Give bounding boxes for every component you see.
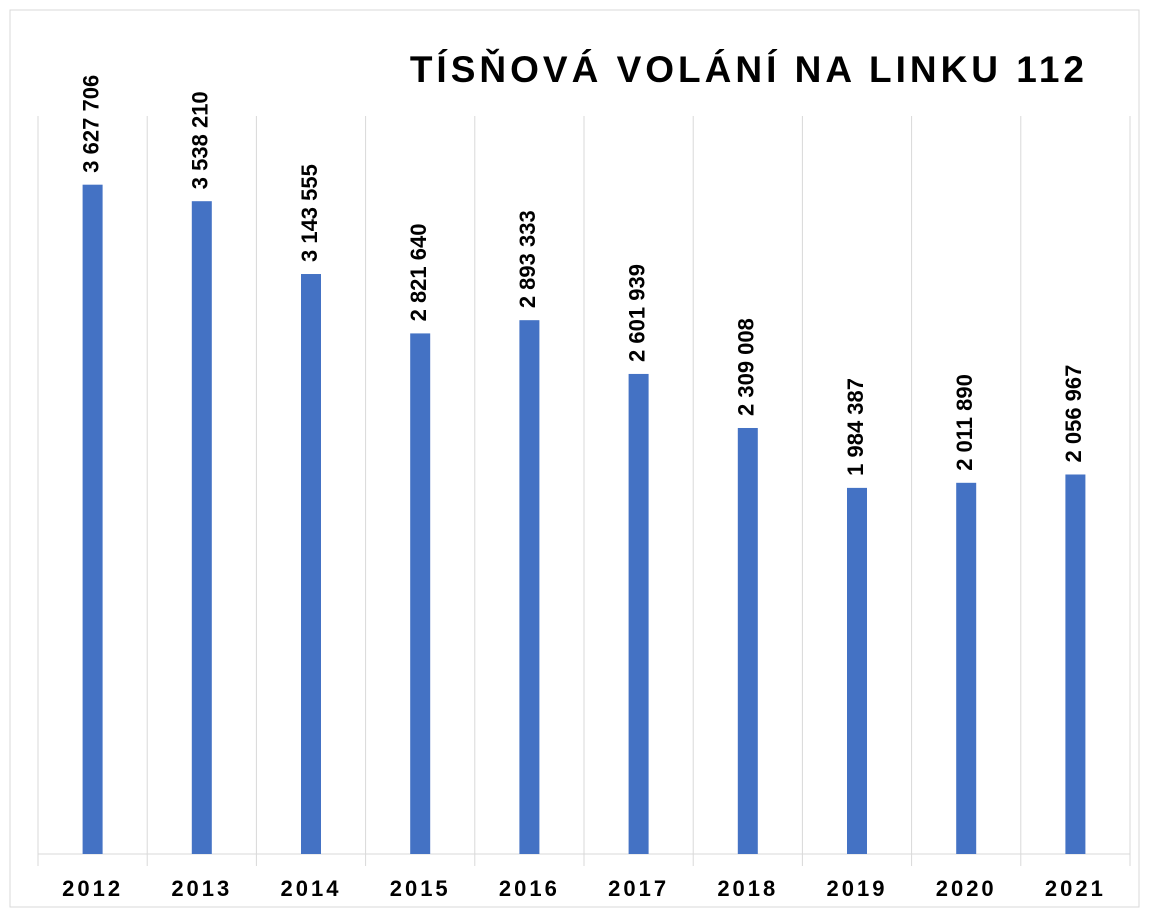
x-tick-label: 2012 — [62, 876, 123, 901]
chart-title: TÍSŇOVÁ VOLÁNÍ NA LINKU 112 — [410, 48, 1088, 90]
data-label: 2 011 890 — [952, 374, 977, 471]
bar — [410, 333, 431, 854]
bar — [956, 482, 977, 854]
data-label: 2 601 939 — [624, 264, 649, 362]
x-tick-label: 2016 — [499, 876, 560, 901]
data-label: 2 821 640 — [406, 224, 431, 322]
bar — [82, 184, 103, 855]
bar — [1065, 474, 1086, 854]
bar — [737, 427, 758, 854]
data-label: 2 309 008 — [734, 318, 759, 416]
bar — [301, 274, 321, 854]
x-tick-label: 2019 — [827, 876, 888, 901]
data-label: 3 538 210 — [188, 91, 213, 189]
x-tick-label: 2021 — [1045, 876, 1106, 901]
x-tick-label: 2015 — [390, 876, 451, 901]
bar — [628, 373, 649, 854]
x-tick-label: 2014 — [281, 876, 342, 901]
x-tick-label: 2013 — [171, 876, 232, 901]
data-label: 3 143 555 — [297, 164, 322, 262]
x-tick-label: 2017 — [608, 876, 669, 901]
data-label: 2 056 967 — [1061, 365, 1086, 463]
bar — [847, 487, 867, 854]
bar — [191, 201, 212, 854]
data-label: 2 893 333 — [515, 210, 540, 308]
data-label: 1 984 387 — [843, 378, 868, 476]
x-tick-label: 2020 — [936, 876, 997, 901]
bar — [519, 320, 540, 854]
data-label: 3 627 706 — [78, 75, 103, 173]
x-tick-label: 2018 — [717, 876, 778, 901]
